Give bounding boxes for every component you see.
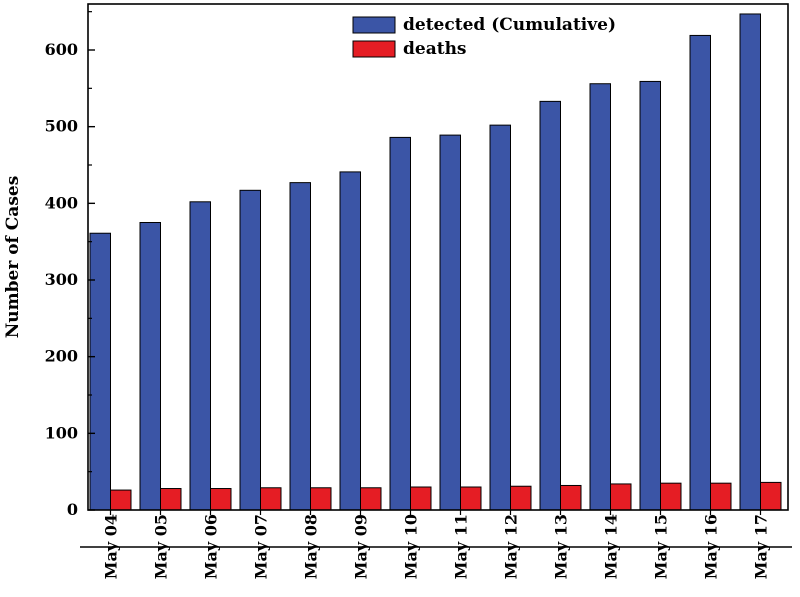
y-tick-label: 600 — [45, 40, 78, 59]
y-axis-label: Number of Cases — [3, 176, 23, 339]
bar-detected-5 — [289, 182, 311, 511]
x-tick-label: May 13 — [552, 514, 571, 579]
bar-deaths-8 — [460, 486, 482, 511]
bar-detected-10 — [539, 100, 561, 511]
legend-swatch-deaths — [352, 40, 396, 58]
y-tick-label: 0 — [67, 500, 78, 519]
legend: detected (Cumulative) deaths — [352, 15, 616, 59]
x-tick-label: May 11 — [452, 514, 471, 579]
x-tick-label: May 10 — [402, 514, 421, 579]
y-tick-label: 300 — [45, 270, 78, 289]
bar-detected-3 — [189, 201, 211, 511]
bar-deaths-2 — [160, 488, 182, 511]
bar-deaths-6 — [360, 487, 382, 511]
x-tick-label: May 04 — [102, 514, 121, 579]
axes-layer — [80, 3, 792, 548]
bar-detected-8 — [439, 134, 461, 511]
bar-deaths-10 — [560, 484, 582, 511]
legend-label-detected: detected (Cumulative) — [403, 15, 616, 35]
bar-deaths-5 — [310, 487, 332, 511]
x-tick-label: May 14 — [602, 514, 621, 579]
x-tick-label: May 15 — [652, 514, 671, 579]
labels-layer: 0 100 200 300 400 500 600 May 04 May 05 May 06 May… — [3, 40, 771, 579]
bar-deaths-12 — [660, 482, 682, 511]
bar-detected-4 — [239, 189, 261, 511]
bar-detected-11 — [589, 83, 611, 511]
plot-frame — [87, 3, 789, 511]
bar-detected-12 — [639, 80, 661, 511]
bars-layer — [89, 13, 782, 511]
y-tick-label: 500 — [45, 117, 78, 136]
bar-detected-1 — [89, 232, 111, 511]
x-tick-label: May 07 — [252, 514, 271, 579]
y-tick-label: 200 — [45, 347, 78, 366]
bar-deaths-9 — [510, 485, 532, 511]
x-tick-label: May 08 — [302, 514, 321, 579]
legend-swatch-detected — [352, 16, 396, 34]
x-tick-label: May 17 — [752, 514, 771, 579]
x-tick-label: May 09 — [352, 514, 371, 579]
bar-deaths-14 — [760, 481, 782, 511]
y-tick-label: 400 — [45, 193, 78, 212]
bar-deaths-11 — [610, 483, 632, 511]
bar-deaths-7 — [410, 486, 432, 511]
x-tick-label: May 12 — [502, 514, 521, 579]
bar-detected-13 — [689, 34, 711, 511]
legend-label-deaths: deaths — [403, 39, 467, 59]
bar-deaths-1 — [110, 489, 132, 511]
bar-deaths-13 — [710, 482, 732, 511]
bar-detected-6 — [339, 171, 361, 511]
y-tick-label: 100 — [45, 423, 78, 442]
x-tick-label: May 16 — [702, 514, 721, 579]
bar-detected-7 — [389, 136, 411, 511]
bar-deaths-3 — [210, 488, 232, 511]
bar-detected-9 — [489, 124, 511, 511]
bar-deaths-4 — [260, 487, 282, 511]
bar-detected-14 — [739, 13, 761, 511]
bar-detected-2 — [139, 222, 161, 511]
x-tick-label: May 06 — [202, 514, 221, 579]
x-tick-label: May 05 — [152, 514, 171, 579]
